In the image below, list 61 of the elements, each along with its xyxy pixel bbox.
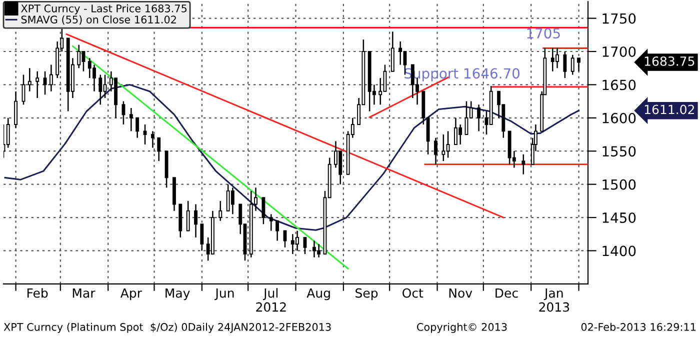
candlestick [136,117,140,138]
y-tick-label: 1600 [602,112,636,124]
candlestick [186,200,190,232]
x-tick-label: Apr [120,288,142,300]
y-tick-label: 1650 [602,80,636,90]
candlestick [230,187,234,215]
candlestick [14,90,18,128]
candlestick [522,154,526,175]
candlestick [262,196,266,225]
x-tick-label: May [166,288,190,300]
y-tick-label: 1750 [602,13,636,24]
candlestick [477,104,481,132]
text: XPT Curncy (Platinum Spot $/Oz) 0Daily 24JAN2012-2FEB2013 [4,322,331,333]
candlestick [22,74,26,106]
candlestick [36,70,40,99]
x-tick-label: Jul 2012 [256,288,286,312]
candlestick [122,100,126,126]
candlestick [442,134,446,162]
text: 1611.02 [644,104,694,114]
candlestick [303,236,307,255]
candlestick [49,64,53,92]
text: 1683.75 [644,56,694,66]
y-tick-label: 1700 [602,46,636,57]
text: Copyright© 2013 [417,322,507,333]
candlestick [563,50,567,79]
x-tick-label: Oct [402,288,424,298]
candlestick [434,137,438,166]
x-tick-label: Feb [28,288,48,298]
legend-label: SMAVG (55) on Close 1611.02 [21,15,176,25]
candlestick [398,40,402,66]
candlestick [390,30,394,72]
candlestick [269,214,273,232]
text: 02-Feb-2013 16:29:11 [581,322,696,331]
x-tick-label: Jun [214,288,234,300]
candlestick [200,224,204,252]
candlestick [143,124,147,146]
candlestick [77,44,81,69]
candlestick [276,220,280,242]
candlestick [577,58,580,72]
candlestick [194,204,198,238]
candlestick [218,200,222,222]
legend-label: XPT Curncy - Last Price 1683.75 [21,4,187,14]
candlestick [129,107,133,132]
x-tick-label: Dec [496,288,518,298]
y-tick-label: 1450 [602,212,636,223]
candlestick [6,117,10,148]
x-tick-label: Mar [72,288,96,298]
line-series [4,84,580,231]
x-tick-label: Nov [449,288,472,298]
y-tick-label: 1550 [602,146,636,157]
y-tick-label: 1400 [602,246,636,256]
candlestick [157,137,161,162]
candlestick [98,74,102,106]
candlestick [28,67,32,92]
y-tick-label: 1500 [602,179,636,190]
x-tick-label: Aug [306,288,330,300]
x-tick-label: Sep [356,288,378,300]
candlestick [150,130,154,148]
annotation: 1705 [527,28,560,39]
candlestick [570,54,574,76]
x-tick-label: Jan 2013 [539,288,570,312]
